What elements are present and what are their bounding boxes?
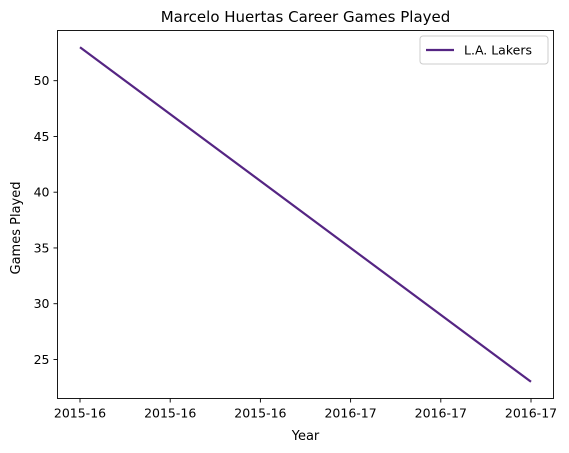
y-tick-label: 50 — [34, 73, 50, 88]
x-tick-label: 2016-17 — [324, 406, 376, 421]
series-layer — [79, 46, 532, 383]
y-tick-label: 40 — [34, 185, 50, 200]
plot-area — [57, 30, 554, 399]
y-tick-label: 35 — [34, 240, 50, 255]
legend-label: L.A. Lakers — [464, 43, 532, 58]
chart-title: Marcelo Huertas Career Games Played — [161, 8, 451, 26]
x-tick-label: 2016-17 — [415, 406, 467, 421]
y-axis-label: Games Played — [9, 182, 24, 275]
y-tick-label: 30 — [34, 296, 50, 311]
legend-box — [419, 35, 549, 65]
x-axis-label: Year — [291, 429, 320, 444]
x-tick-label: 2015-16 — [144, 406, 196, 421]
y-axis: 25 30 35 40 45 50 — [34, 73, 58, 367]
x-tick-label: 2015-16 — [234, 406, 286, 421]
x-tick-label: 2016-17 — [505, 406, 557, 421]
y-tick-label: 45 — [34, 129, 50, 144]
legend: L.A. Lakers — [419, 35, 549, 65]
y-tick-label: 25 — [34, 352, 50, 367]
x-tick-label: 2015-16 — [54, 406, 106, 421]
x-axis: 2015-16 2015-16 2015-16 2016-17 2016-17 2016-… — [54, 398, 557, 421]
series-line — [79, 46, 532, 383]
